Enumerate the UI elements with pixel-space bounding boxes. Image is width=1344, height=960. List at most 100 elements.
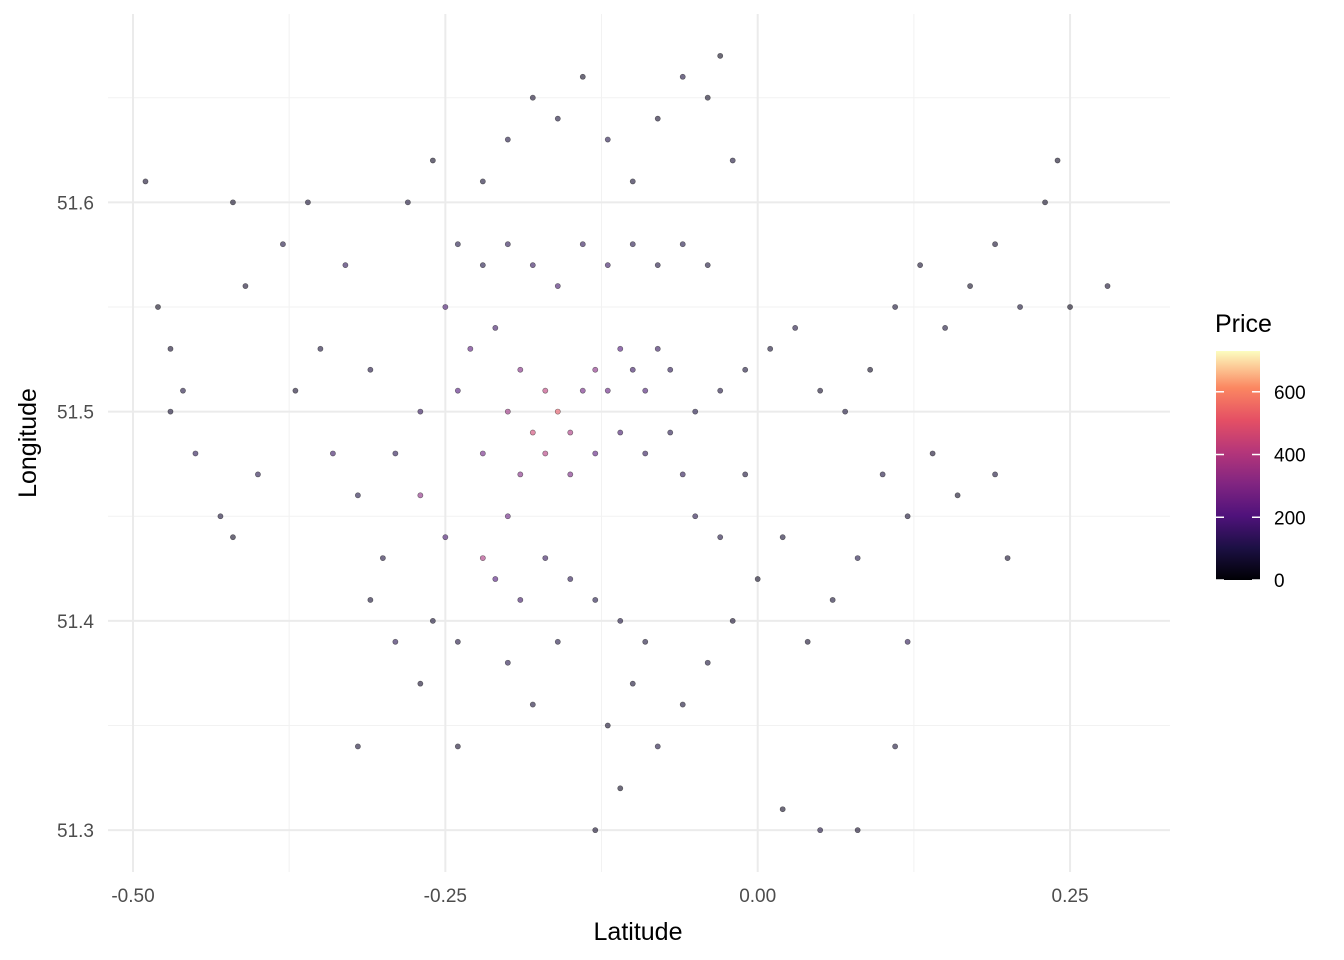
data-point [604, 262, 611, 269]
data-point [454, 743, 461, 750]
y-tick-label: 51.3 [57, 821, 94, 842]
data-point [629, 680, 636, 687]
data-point [454, 638, 461, 645]
data-point [517, 597, 524, 603]
data-point [779, 534, 786, 541]
data-point [255, 471, 261, 478]
data-point [817, 387, 824, 394]
data-point [554, 115, 561, 122]
data-point [479, 450, 486, 457]
data-point [729, 157, 736, 164]
data-point [392, 638, 399, 645]
data-point [504, 659, 511, 666]
data-point [479, 262, 486, 269]
data-point [617, 345, 624, 352]
data-point [554, 638, 561, 645]
legend-colorbar [1216, 351, 1260, 580]
color-legend: Price 0 200 400 600 [1215, 310, 1306, 592]
data-point [804, 638, 811, 645]
data-point [654, 115, 661, 122]
data-point [854, 555, 861, 561]
data-point [379, 555, 386, 561]
y-tick-label: 51.5 [57, 403, 94, 424]
x-tick-label: 0.25 [1052, 886, 1089, 907]
data-point [604, 136, 611, 143]
legend-title: Price [1215, 310, 1272, 338]
data-point [679, 241, 686, 248]
data-point [817, 827, 824, 834]
data-point [504, 136, 511, 143]
data-point [242, 283, 249, 289]
data-point [629, 178, 636, 185]
data-point [954, 492, 961, 499]
legend-ticks: 0 200 400 600 [1216, 383, 1306, 592]
data-point [305, 199, 311, 206]
data-point [892, 743, 899, 750]
data-point [717, 387, 724, 394]
data-point [567, 429, 574, 436]
data-point [717, 534, 724, 541]
data-point [429, 617, 436, 624]
data-point [692, 513, 699, 520]
data-point [704, 94, 711, 101]
data-point [354, 492, 361, 499]
data-point [542, 450, 549, 457]
data-point [579, 387, 586, 394]
y-axis-title: Longitude [14, 388, 42, 498]
data-point [792, 325, 799, 331]
data-point [454, 241, 461, 248]
data-point [442, 304, 449, 310]
data-point [754, 576, 761, 582]
legend-tick-label: 600 [1274, 383, 1306, 404]
data-point [629, 366, 636, 373]
data-point [479, 178, 486, 185]
data-point [617, 785, 624, 792]
data-point [504, 241, 511, 248]
data-point [479, 555, 486, 561]
data-point [492, 576, 499, 582]
data-point [417, 680, 424, 687]
data-point [167, 408, 174, 415]
data-point [292, 387, 299, 394]
data-point [779, 806, 786, 813]
data-point [642, 450, 649, 457]
data-point [729, 617, 736, 624]
data-point [429, 157, 436, 164]
data-point [742, 366, 749, 373]
data-point [942, 325, 949, 331]
data-point [967, 283, 973, 289]
data-point [704, 659, 711, 666]
data-point [180, 387, 186, 394]
legend-tick-label: 400 [1274, 446, 1306, 467]
data-point [1004, 555, 1011, 561]
data-point [767, 345, 774, 352]
data-point [167, 345, 174, 352]
data-point [329, 450, 336, 457]
y-tick-label: 51.4 [57, 612, 94, 633]
data-point [1054, 157, 1061, 164]
data-point [392, 450, 399, 457]
data-points [142, 52, 1111, 834]
data-point [904, 638, 911, 645]
data-point [929, 450, 936, 457]
data-point [454, 387, 461, 394]
data-point [592, 827, 599, 834]
grid [108, 14, 1170, 872]
data-point [992, 241, 998, 248]
data-point [717, 52, 724, 59]
data-point [1017, 304, 1023, 310]
data-point [679, 73, 686, 80]
data-point [529, 701, 536, 708]
data-point [554, 283, 561, 289]
x-axis-ticks: -0.50 -0.25 0.00 0.25 [111, 886, 1088, 907]
data-point [342, 262, 349, 269]
x-tick-label: -0.50 [111, 886, 154, 907]
data-point [654, 345, 661, 352]
data-point [654, 262, 661, 269]
data-point [367, 366, 374, 373]
data-point [592, 366, 599, 373]
data-point [1104, 283, 1111, 289]
x-tick-label: -0.25 [424, 886, 467, 907]
data-point [592, 597, 599, 603]
legend-tick-label: 0 [1274, 571, 1285, 592]
